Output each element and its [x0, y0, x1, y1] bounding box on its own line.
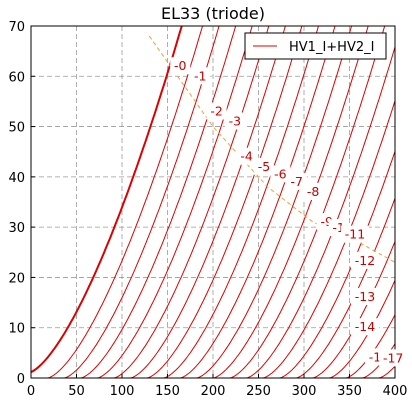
- curve-grid-4: [97, 26, 253, 378]
- curve-label: -17: [383, 350, 403, 365]
- curve-grid-10: [196, 26, 353, 378]
- curve-grid-0: [31, 26, 183, 373]
- curve-grid-15: [279, 149, 395, 378]
- curve-label-bg: [190, 67, 211, 85]
- curve-label-bg: [350, 288, 379, 306]
- curve-label: -8: [307, 184, 320, 199]
- curve-grid-2: [63, 26, 220, 378]
- curve-label: -2: [210, 103, 222, 118]
- curve-grid-1: [47, 26, 204, 378]
- curve-grid-5: [113, 26, 270, 378]
- curve-grid-6: [130, 26, 286, 378]
- curve-label: -1: [194, 68, 206, 83]
- curve-grid-21: [378, 365, 395, 378]
- curve-label-bg: [206, 102, 227, 120]
- curve-grid-7: [146, 26, 303, 378]
- curve-label-bg: [303, 182, 324, 200]
- y-axis: 0 10 20 30 40 50 60 70: [8, 20, 35, 387]
- curve-grid-11: [213, 26, 369, 378]
- load-line-path: [148, 35, 395, 263]
- curve-label: -11: [345, 227, 365, 242]
- curve-grid-13: [246, 45, 395, 378]
- curve-label: -6: [274, 166, 287, 181]
- curve-grid-12: [229, 26, 386, 378]
- curve-label: -0: [174, 58, 187, 73]
- curve-label: -5: [258, 159, 270, 174]
- curve-label-bg: [170, 57, 191, 75]
- curve-grid-16: [295, 196, 395, 378]
- x-tick-label: 400: [383, 384, 408, 399]
- curve-labels: -0-1-2-3-4-5-6-7-8-9 -1 -11-12-13-14-1 -17: [170, 57, 408, 367]
- chart-title: EL33 (triode): [161, 4, 265, 23]
- y-tick-label: 30: [8, 221, 25, 236]
- y-tick-label: 50: [8, 121, 25, 136]
- legend-label: HV1_I+HV2_I: [289, 40, 374, 55]
- curve-label-bg: [224, 112, 245, 130]
- curve-grid-22: [395, 374, 402, 378]
- curve-label-bg: [270, 165, 291, 183]
- y-tick-label: 60: [8, 70, 25, 85]
- curve-label: -13: [355, 289, 375, 304]
- curve-label: -3: [229, 114, 241, 129]
- x-tick-label: 50: [68, 384, 85, 399]
- curve-grid-3: [80, 26, 237, 378]
- curve-label-bg: [340, 225, 369, 243]
- curve-label-bg: [236, 147, 257, 165]
- y-tick-label: 0: [17, 372, 25, 387]
- curve-grid-9: [179, 26, 336, 378]
- x-tick-label: 200: [201, 384, 226, 399]
- y-tick-label: 40: [8, 171, 25, 186]
- x-tick-label: 250: [246, 384, 271, 399]
- x-tick-label: 350: [337, 384, 362, 399]
- x-axis: 0 50 100 150 200 250 300 350 400: [27, 374, 408, 399]
- curve-grid-14: [262, 99, 395, 378]
- curve-label: -14: [355, 319, 375, 334]
- curve-label: -7: [290, 174, 302, 189]
- curve-grid-18: [328, 279, 395, 378]
- x-tick-label: 0: [27, 384, 35, 399]
- curve-label: -4: [240, 149, 253, 164]
- plate-curves: [31, 26, 402, 378]
- curve-label-bg: [350, 318, 379, 336]
- curve-label: -12: [355, 253, 375, 268]
- x-tick-label: 150: [155, 384, 180, 399]
- grid: [31, 26, 395, 378]
- y-tick-label: 10: [8, 322, 25, 337]
- curve-label-bg: [379, 349, 408, 367]
- curve-grid-8: [163, 26, 319, 378]
- y-tick-label: 70: [8, 20, 25, 35]
- x-tick-label: 300: [292, 384, 317, 399]
- curve-label-bg: [253, 157, 274, 175]
- curve-label-bg: [286, 172, 307, 190]
- curve-label-bg: [350, 251, 379, 269]
- y-tick-label: 20: [8, 271, 25, 286]
- x-tick-label: 100: [110, 384, 135, 399]
- plot-area: [31, 26, 402, 378]
- curve-label: -1: [369, 349, 381, 364]
- load-line: [148, 35, 395, 263]
- legend: HV1_I+HV2_I: [244, 32, 387, 60]
